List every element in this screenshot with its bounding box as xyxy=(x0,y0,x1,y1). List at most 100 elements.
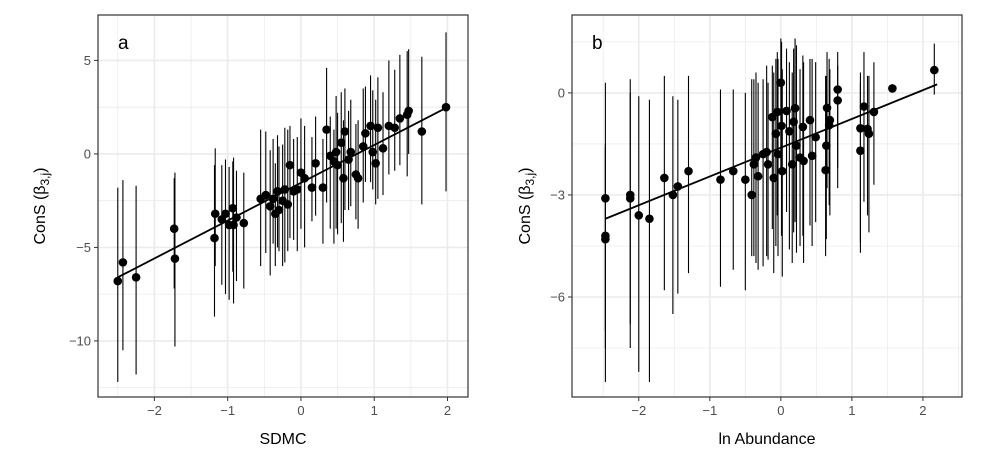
data-point xyxy=(371,158,380,168)
data-point xyxy=(769,173,779,183)
y-axis-title-subscript: 3,j xyxy=(523,173,537,186)
data-point xyxy=(274,205,284,215)
x-tick-label: 2 xyxy=(444,403,451,418)
data-point xyxy=(771,129,781,139)
data-point xyxy=(668,190,678,200)
data-point xyxy=(833,96,842,105)
data-point xyxy=(856,146,865,156)
data-point xyxy=(340,127,350,136)
x-tick-label: −2 xyxy=(631,403,646,418)
data-point xyxy=(763,160,773,169)
data-point xyxy=(799,156,808,166)
y-axis-title-subscript: 3,j xyxy=(38,173,52,186)
fit-line xyxy=(605,83,938,220)
data-point xyxy=(833,85,842,94)
data-point xyxy=(768,112,777,122)
data-point xyxy=(864,129,874,139)
data-point xyxy=(322,125,331,134)
data-point xyxy=(749,160,759,169)
data-point xyxy=(859,102,869,111)
data-point xyxy=(798,122,808,132)
data-point xyxy=(170,254,180,263)
data-point xyxy=(785,127,794,136)
data-point xyxy=(261,190,271,200)
data-point xyxy=(300,173,309,183)
panel-border xyxy=(97,14,469,398)
data-point xyxy=(344,155,353,164)
data-point xyxy=(131,273,141,282)
data-point xyxy=(268,194,278,204)
y-axis-title-text: ConS (β xyxy=(517,186,534,245)
data-point xyxy=(292,185,302,194)
data-point xyxy=(339,173,348,183)
data-point xyxy=(811,132,820,142)
data-point xyxy=(716,175,725,184)
data-point xyxy=(113,276,123,286)
x-tick-label: −2 xyxy=(147,403,162,418)
data-point xyxy=(346,147,356,157)
data-point xyxy=(741,175,750,184)
panel-label: b xyxy=(592,33,603,54)
data-point xyxy=(751,153,761,162)
y-tick-label: −5 xyxy=(76,240,91,255)
data-point xyxy=(777,166,787,176)
data-point xyxy=(307,183,317,192)
data-point xyxy=(417,127,427,136)
x-tick-label: 2 xyxy=(919,403,926,418)
data-point xyxy=(373,123,383,133)
y-axis-title-text: ConS (β xyxy=(32,186,49,245)
data-point xyxy=(331,147,341,157)
data-point xyxy=(366,121,375,131)
data-point xyxy=(777,121,786,131)
y-axis-title: ConS (β3,j) xyxy=(517,167,537,244)
x-tick-label: −1 xyxy=(702,403,717,418)
data-point xyxy=(333,160,342,170)
data-point xyxy=(311,158,320,168)
x-tick-label: −1 xyxy=(220,403,235,418)
data-point xyxy=(753,171,763,181)
data-point xyxy=(789,117,798,127)
y-axis-title: ConS (β3,j) xyxy=(32,167,52,244)
data-point xyxy=(869,107,879,117)
data-point xyxy=(239,218,249,228)
data-point xyxy=(787,160,797,169)
data-point xyxy=(169,224,179,234)
data-point xyxy=(404,106,413,116)
panel-border xyxy=(571,14,963,398)
y-tick-label: −3 xyxy=(550,187,565,202)
data-point xyxy=(762,147,771,157)
data-point xyxy=(280,185,290,194)
x-tick-label: 0 xyxy=(777,403,784,418)
y-tick-label: −10 xyxy=(69,333,91,348)
data-point xyxy=(273,187,282,196)
data-point xyxy=(673,182,683,191)
data-point xyxy=(625,194,635,203)
data-point xyxy=(601,194,610,203)
y-tick-label: 0 xyxy=(558,85,565,100)
data-point xyxy=(336,138,346,148)
data-point xyxy=(728,166,738,176)
x-tick-label: 1 xyxy=(371,403,378,418)
data-point xyxy=(232,213,241,222)
data-point xyxy=(747,190,757,200)
y-tick-label: 5 xyxy=(84,53,91,68)
data-point xyxy=(395,114,405,123)
data-point xyxy=(821,165,830,175)
y-axis-title-paren: ) xyxy=(32,167,49,172)
data-point xyxy=(358,142,368,151)
data-point xyxy=(228,203,238,213)
data-point xyxy=(645,214,654,224)
data-point xyxy=(792,141,801,150)
data-point xyxy=(265,201,275,211)
data-point xyxy=(118,258,128,267)
data-point xyxy=(822,103,832,113)
data-point xyxy=(822,141,831,150)
y-tick-label: 0 xyxy=(84,146,91,161)
data-point xyxy=(318,183,328,192)
data-point xyxy=(353,173,363,183)
x-tick-label: 1 xyxy=(848,403,855,418)
data-point xyxy=(361,129,370,138)
data-point xyxy=(634,211,644,220)
